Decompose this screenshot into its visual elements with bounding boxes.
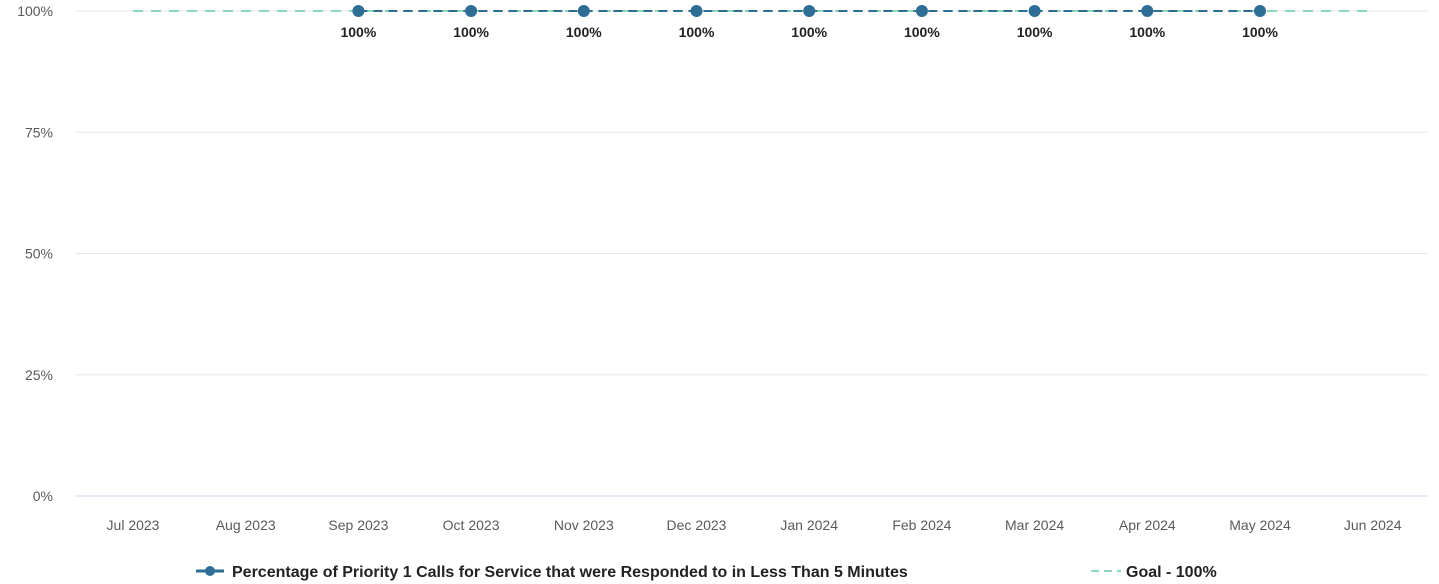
legend-dot-marker bbox=[205, 566, 215, 576]
data-label: 100% bbox=[566, 24, 602, 40]
data-point bbox=[465, 5, 478, 17]
data-label: 100% bbox=[1242, 24, 1278, 40]
legend-label-goal: Goal - 100% bbox=[1126, 564, 1217, 581]
y-tick-label-25: 25% bbox=[25, 367, 53, 383]
legend-item-percentage[interactable]: Percentage of Priority 1 Calls for Servi… bbox=[196, 564, 908, 581]
x-tick-label: May 2024 bbox=[1229, 517, 1291, 533]
x-tick-label: Nov 2023 bbox=[554, 517, 614, 533]
data-point bbox=[352, 5, 365, 17]
x-tick-label: Feb 2024 bbox=[892, 517, 951, 533]
x-tick-label: Apr 2024 bbox=[1119, 517, 1176, 533]
percentage-series bbox=[352, 5, 1266, 17]
y-tick-label-50: 50% bbox=[25, 246, 53, 262]
data-label: 100% bbox=[453, 24, 489, 40]
legend-item-goal[interactable]: Goal - 100% bbox=[1091, 564, 1217, 581]
y-tick-label-100: 100% bbox=[17, 3, 53, 19]
x-tick-label: Sep 2023 bbox=[328, 517, 388, 533]
data-point bbox=[1141, 5, 1154, 17]
data-labels: 100% 100% 100% 100% 100% 100% 100% 100% 100% bbox=[340, 24, 1278, 40]
y-tick-label-0: 0% bbox=[33, 488, 53, 504]
data-point bbox=[803, 5, 816, 17]
data-label: 100% bbox=[904, 24, 940, 40]
y-axis-tick-labels: 0% 25% 50% 75% 100% bbox=[17, 3, 53, 504]
data-label: 100% bbox=[679, 24, 715, 40]
y-tick-label-75: 75% bbox=[25, 124, 53, 140]
data-point bbox=[577, 5, 590, 17]
x-tick-label: Aug 2023 bbox=[216, 517, 276, 533]
x-axis-tick-labels: Jul 2023 Aug 2023 Sep 2023 Oct 2023 Nov 2023… bbox=[107, 517, 1402, 533]
x-tick-label: Jul 2023 bbox=[107, 517, 160, 533]
x-tick-label: Jun 2024 bbox=[1344, 517, 1402, 533]
x-tick-label: Jan 2024 bbox=[780, 517, 838, 533]
data-label: 100% bbox=[1017, 24, 1053, 40]
data-point bbox=[915, 5, 928, 17]
gridlines bbox=[75, 10, 1428, 376]
x-tick-label: Mar 2024 bbox=[1005, 517, 1064, 533]
data-label: 100% bbox=[1129, 24, 1165, 40]
data-label: 100% bbox=[791, 24, 827, 40]
legend: Percentage of Priority 1 Calls for Servi… bbox=[196, 564, 1217, 581]
legend-label-percentage: Percentage of Priority 1 Calls for Servi… bbox=[232, 564, 908, 581]
x-tick-label: Oct 2023 bbox=[443, 517, 500, 533]
data-label: 100% bbox=[340, 24, 376, 40]
data-point bbox=[1028, 5, 1041, 17]
data-point bbox=[1254, 5, 1266, 17]
data-point bbox=[690, 5, 703, 17]
x-tick-label: Dec 2023 bbox=[667, 517, 727, 533]
